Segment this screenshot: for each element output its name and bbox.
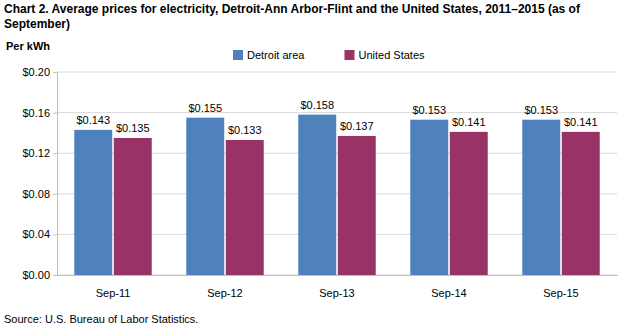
legend-swatch: [233, 50, 243, 60]
bar: [186, 118, 224, 275]
y-axis-label: Per kWh: [6, 40, 50, 52]
title-line: September): [4, 17, 70, 31]
x-tick: Sep-15: [543, 275, 578, 299]
data-label: $0.143: [76, 114, 110, 126]
legend: Detroit area United States: [233, 49, 425, 61]
legend-label: United States: [358, 49, 425, 61]
y-tick-mark: [53, 234, 57, 235]
data-label: $0.155: [188, 102, 222, 114]
x-axis: Sep-11 Sep-12 Sep-13 Sep-14 Sep-15: [58, 275, 618, 299]
y-tick-label: $0.08: [22, 188, 50, 200]
bar: [338, 136, 376, 275]
data-label: $0.153: [412, 104, 446, 116]
bars: [74, 115, 599, 275]
data-label: $0.133: [228, 124, 262, 136]
x-tick-label: Sep-15: [543, 287, 578, 299]
legend-swatch: [344, 50, 354, 60]
bar: [114, 138, 152, 275]
bar: [298, 115, 336, 275]
legend-item: Detroit area: [233, 49, 305, 61]
bar: [74, 130, 112, 275]
source: Source: U.S. Bureau of Labor Statistics.: [4, 313, 198, 325]
x-tick: Sep-11: [96, 275, 131, 299]
bar: [226, 140, 264, 275]
bar: [522, 120, 560, 275]
x-tick-label: Sep-14: [431, 287, 466, 299]
plot: $0.00$0.04$0.08$0.12$0.16$0.20$0.143$0.1…: [22, 66, 617, 299]
data-labels: $0.143 $0.155 $0.158 $0.153 $0.153 $0.135 $0.1…: [76, 99, 597, 136]
y-tick-mark: [53, 72, 57, 73]
y-tick-mark: [53, 194, 57, 195]
grid-line: [57, 72, 617, 73]
x-tick: Sep-12: [207, 275, 242, 299]
x-tick-label: Sep-13: [319, 287, 354, 299]
title: Chart 2. Average prices for electricity,…: [4, 2, 581, 31]
data-label: $0.137: [340, 120, 374, 132]
y-tick-label: $0.00: [22, 269, 50, 281]
y-tick-label: $0.16: [22, 107, 50, 119]
data-label: $0.153: [524, 104, 558, 116]
y-tick-label: $0.20: [22, 66, 50, 78]
x-tick-label: Sep-11: [96, 287, 131, 299]
title-line: Chart 2. Average prices for electricity,…: [4, 2, 581, 16]
y-tick-mark: [53, 113, 57, 114]
grid: [57, 72, 617, 275]
y-tick-mark: [53, 153, 57, 154]
data-label: $0.135: [116, 122, 150, 134]
data-label: $0.158: [300, 99, 334, 111]
legend-label: Detroit area: [247, 49, 305, 61]
y-tick: $0.12: [22, 147, 57, 159]
y-tick-label: $0.12: [22, 147, 50, 159]
bar: [562, 132, 600, 275]
y-axis: $0.00 $0.04 $0.08 $0.12 $0.16 $0.20: [22, 66, 57, 281]
x-tick-label: Sep-12: [207, 287, 242, 299]
y-tick: $0.20: [22, 66, 57, 78]
y-tick: $0.16: [22, 107, 57, 119]
y-tick-label: $0.04: [22, 228, 50, 240]
y-tick: $0.08: [22, 188, 57, 200]
y-tick: $0.00: [22, 269, 57, 281]
x-axis-line: [58, 275, 618, 276]
data-label: $0.141: [452, 116, 486, 128]
legend-item: United States: [344, 49, 425, 61]
x-tick: Sep-14: [431, 275, 466, 299]
bar: [450, 132, 488, 275]
data-label: $0.141: [564, 116, 598, 128]
y-tick-mark: [53, 275, 57, 276]
chart: Chart 2. Average prices for electricity,…: [0, 0, 625, 333]
x-tick: Sep-13: [319, 275, 354, 299]
y-axis-line: [53, 73, 58, 276]
y-tick: $0.04: [22, 228, 57, 240]
bar: [410, 120, 448, 275]
